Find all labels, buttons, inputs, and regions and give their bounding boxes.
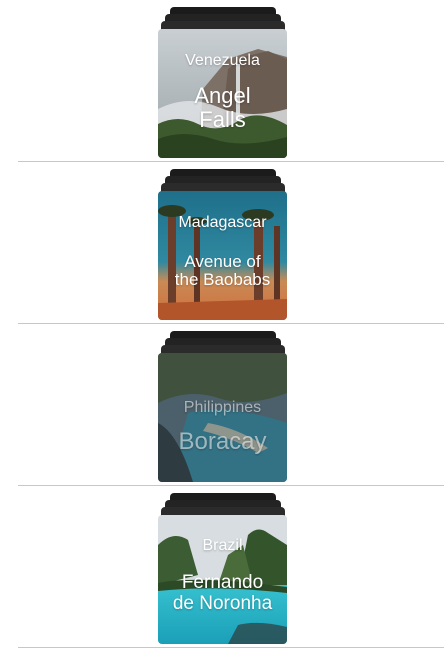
place-title: Avenue of the Baobabs bbox=[158, 252, 287, 290]
destination-card[interactable]: Madagascar Avenue of the Baobabs bbox=[158, 191, 287, 320]
fernando-de-noronha-photo bbox=[158, 515, 287, 644]
boracay-photo bbox=[158, 353, 287, 482]
place-title-line: Falls bbox=[199, 106, 246, 132]
destination-card[interactable]: Brazil Fernando de Noronha bbox=[158, 515, 287, 644]
list-item-brazil[interactable]: Brazil Fernando de Noronha bbox=[0, 486, 444, 648]
country-label: Philippines bbox=[183, 399, 262, 416]
place-title: Angel Falls bbox=[158, 84, 287, 132]
place-title: Fernando de Noronha bbox=[158, 572, 287, 614]
place-title-line: the Baobabs bbox=[174, 270, 271, 290]
list-item-philippines[interactable]: Philippines Boracay bbox=[0, 324, 444, 486]
country-label: Venezuela bbox=[185, 52, 260, 69]
list-item-madagascar[interactable]: Madagascar Avenue of the Baobabs bbox=[0, 162, 444, 324]
place-title: Boracay bbox=[158, 429, 287, 455]
place-title-line: Angel bbox=[194, 83, 251, 108]
destination-card[interactable]: Philippines Boracay bbox=[158, 353, 287, 482]
row-divider bbox=[18, 647, 444, 648]
destination-card[interactable]: Venezuela Angel Falls bbox=[158, 29, 287, 158]
place-title-line: Avenue of bbox=[184, 252, 261, 271]
row-divider bbox=[18, 485, 444, 486]
row-divider bbox=[18, 161, 444, 162]
place-title-line: de Noronha bbox=[172, 592, 273, 614]
baobabs-photo bbox=[158, 191, 287, 320]
place-title-line: Boracay bbox=[178, 428, 267, 455]
list-item-venezuela[interactable]: Venezuela Angel Falls bbox=[0, 0, 444, 162]
country-label: Madagascar bbox=[178, 214, 267, 231]
country-label: Brazil bbox=[202, 537, 243, 554]
place-title-line: Fernando bbox=[181, 572, 264, 593]
row-divider bbox=[18, 323, 444, 324]
angel-falls-photo bbox=[158, 29, 287, 158]
